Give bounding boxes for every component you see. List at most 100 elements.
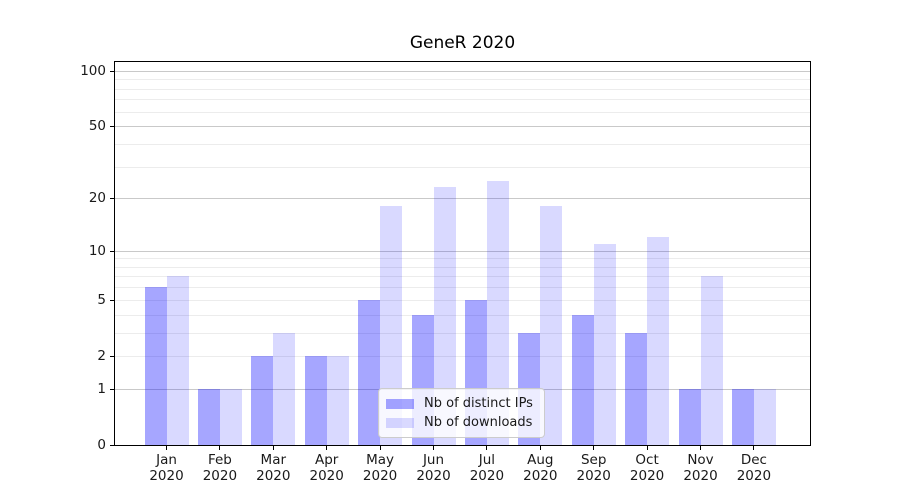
bar-distinct-ips-dec bbox=[731, 388, 754, 445]
x-tick-label-year: 2020 bbox=[149, 468, 184, 484]
x-tick-label-jun: Jun 2020 bbox=[394, 452, 474, 484]
bar-downloads-dec bbox=[753, 388, 776, 445]
gridline-minor-70 bbox=[115, 99, 810, 101]
gridline-major-50 bbox=[115, 126, 810, 128]
bar-distinct-ips-apr bbox=[304, 355, 327, 445]
y-tick-100 bbox=[110, 70, 114, 72]
y-tick-1 bbox=[110, 388, 114, 390]
x-tick-label-year: 2020 bbox=[523, 468, 558, 484]
gridline-minor-90 bbox=[115, 79, 810, 81]
x-tick-label-month: Apr bbox=[315, 452, 339, 468]
x-tick-label-year: 2020 bbox=[683, 468, 718, 484]
y-tick-label-2: 2 bbox=[97, 347, 106, 364]
gridline-minor-6 bbox=[115, 287, 810, 289]
x-tick-label-month: Mar bbox=[260, 452, 287, 468]
x-tick-label-apr: Apr 2020 bbox=[287, 452, 367, 484]
gridline-minor-9 bbox=[115, 258, 810, 260]
bar-downloads-jan bbox=[166, 276, 189, 445]
legend-item-distinct-ips: Nb of distinct IPs bbox=[386, 396, 536, 411]
bar-downloads-sep bbox=[593, 243, 616, 445]
legend-swatch-distinct-ips bbox=[386, 398, 414, 409]
gridline-minor-8 bbox=[115, 266, 810, 268]
x-tick-label-month: May bbox=[366, 452, 395, 468]
x-tick-aug bbox=[539, 446, 541, 450]
bar-downloads-aug bbox=[540, 206, 563, 445]
x-tick-label-year: 2020 bbox=[576, 468, 611, 484]
y-tick-2 bbox=[110, 355, 114, 357]
gridline-minor-80 bbox=[115, 88, 810, 90]
gridline-minor-60 bbox=[115, 111, 810, 113]
gridline-major-10 bbox=[115, 250, 810, 252]
y-tick-label-0: 0 bbox=[97, 437, 106, 453]
y-tick-50 bbox=[110, 126, 114, 128]
bar-downloads-apr bbox=[326, 355, 349, 445]
x-tick-sep bbox=[593, 446, 595, 450]
x-tick-label-jul: Jul 2020 bbox=[447, 452, 527, 484]
bar-downloads-jul bbox=[486, 180, 509, 445]
bar-downloads-feb bbox=[219, 388, 242, 445]
y-tick-10 bbox=[110, 250, 114, 252]
x-tick-label-nov: Nov 2020 bbox=[661, 452, 741, 484]
gridline-minor-40 bbox=[115, 143, 810, 145]
x-tick-label-year: 2020 bbox=[202, 468, 238, 484]
bar-downloads-oct bbox=[647, 237, 670, 445]
bar-distinct-ips-mar bbox=[251, 355, 274, 445]
x-tick-label-jan: Jan 2020 bbox=[127, 452, 207, 484]
legend-item-downloads: Nb of downloads bbox=[386, 415, 536, 430]
gridline-major-20 bbox=[115, 198, 810, 200]
gridline-minor-2 bbox=[115, 355, 810, 357]
legend-label-distinct-ips: Nb of distinct IPs bbox=[424, 396, 533, 411]
x-tick-label-month: Dec bbox=[740, 452, 767, 468]
gridline-minor-7 bbox=[115, 276, 810, 278]
x-tick-label-month: Jul bbox=[478, 452, 496, 468]
x-tick-label-year: 2020 bbox=[256, 468, 291, 484]
x-tick-label-aug: Aug 2020 bbox=[500, 452, 580, 484]
x-tick-label-month: Jan bbox=[156, 452, 177, 468]
x-tick-oct bbox=[646, 446, 648, 450]
x-tick-label-month: Nov bbox=[687, 452, 714, 468]
gridline-minor-4 bbox=[115, 314, 810, 316]
bar-distinct-ips-oct bbox=[625, 332, 648, 445]
bar-distinct-ips-nov bbox=[678, 388, 701, 445]
y-tick-5 bbox=[110, 299, 114, 301]
y-tick-label-50: 50 bbox=[88, 118, 106, 135]
bar-distinct-ips-feb bbox=[197, 388, 220, 445]
legend-swatch-downloads bbox=[386, 417, 414, 428]
x-tick-label-month: Feb bbox=[207, 452, 232, 468]
plot-canvas bbox=[115, 62, 810, 445]
bar-distinct-ips-jan bbox=[144, 287, 167, 445]
gridline-major-100 bbox=[115, 70, 810, 72]
plot-area bbox=[114, 61, 811, 446]
y-tick-label-10: 10 bbox=[88, 242, 106, 259]
x-tick-jun bbox=[433, 446, 434, 450]
legend-label-downloads: Nb of downloads bbox=[424, 415, 533, 430]
chart-title: GeneR 2020 bbox=[409, 33, 516, 53]
legend: Nb of distinct IPs Nb of downloads bbox=[378, 388, 545, 438]
x-tick-label-year: 2020 bbox=[629, 468, 665, 484]
x-tick-label-year: 2020 bbox=[309, 468, 344, 484]
x-tick-nov bbox=[700, 446, 701, 450]
y-tick-label-1: 1 bbox=[97, 380, 106, 397]
bar-downloads-may bbox=[380, 206, 403, 445]
x-tick-label-month: Sep bbox=[580, 452, 607, 468]
bar-downloads-mar bbox=[273, 332, 296, 445]
bar-distinct-ips-may bbox=[358, 299, 381, 445]
bar-distinct-ips-sep bbox=[571, 314, 594, 445]
x-tick-label-feb: Feb 2020 bbox=[180, 452, 260, 484]
gridline-minor-30 bbox=[115, 166, 810, 168]
x-tick-label-month: Oct bbox=[635, 452, 659, 468]
x-tick-label-month: Jun bbox=[422, 452, 445, 468]
gridline-minor-3 bbox=[115, 332, 810, 334]
x-tick-label-year: 2020 bbox=[469, 468, 505, 484]
x-tick-label-oct: Oct 2020 bbox=[607, 452, 687, 484]
x-tick-apr bbox=[326, 446, 328, 450]
x-tick-label-year: 2020 bbox=[362, 468, 398, 484]
x-tick-may bbox=[379, 446, 381, 450]
x-tick-jul bbox=[486, 446, 488, 450]
x-tick-label-mar: Mar 2020 bbox=[233, 452, 313, 484]
bar-downloads-nov bbox=[700, 276, 723, 445]
bar-downloads-jun bbox=[433, 187, 456, 445]
y-tick-label-20: 20 bbox=[88, 190, 106, 207]
y-tick-20 bbox=[110, 198, 114, 200]
